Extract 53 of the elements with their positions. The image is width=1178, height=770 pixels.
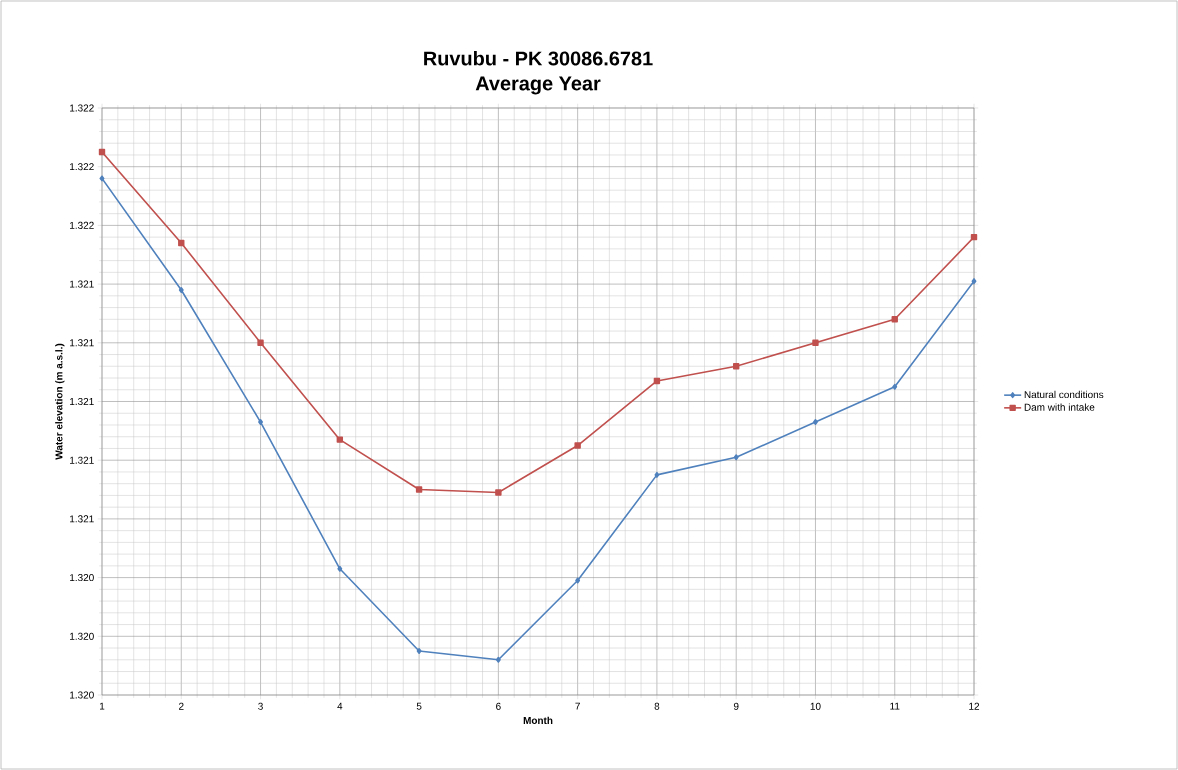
point — [415, 486, 423, 493]
legend-label: Natural conditions — [1024, 390, 1104, 399]
point — [99, 175, 105, 182]
y-tick-label: 1.321 — [70, 397, 94, 406]
chart-title: Ruvubu - PK 30086.6781 — [424, 50, 653, 66]
point — [654, 471, 660, 478]
x-tick-label: 11 — [890, 702, 900, 710]
point — [336, 436, 344, 443]
x-tick-label: 8 — [654, 702, 660, 710]
point — [575, 577, 581, 584]
point — [337, 565, 343, 572]
point — [813, 419, 818, 426]
point — [732, 363, 740, 370]
x-tick-label: 2 — [179, 702, 184, 710]
point — [416, 647, 422, 654]
point — [970, 233, 978, 241]
point — [258, 419, 263, 426]
chart-subtitle: Average Year — [475, 76, 601, 95]
x-tick-label: 12 — [969, 702, 980, 710]
y-tick-label: 1.321 — [70, 280, 94, 288]
x-tick-label: 7 — [575, 702, 580, 710]
y-tick-label: 1.321 — [70, 515, 94, 523]
x-tick-label: 10 — [810, 702, 821, 710]
x-tick-label: 5 — [416, 702, 422, 710]
y-tick-label: 1.320 — [70, 632, 94, 640]
x-axis-title: Month — [523, 716, 553, 724]
point — [653, 377, 661, 385]
point — [733, 454, 739, 461]
x-tick-label: 3 — [258, 702, 263, 710]
point — [495, 489, 502, 496]
y-tick-label: 1.321 — [70, 339, 94, 347]
point — [98, 148, 106, 156]
x-tick-label: 1 — [100, 702, 105, 710]
legend-label: Dam with intake — [1024, 403, 1095, 411]
point — [495, 656, 501, 663]
y-tick-label: 1.320 — [70, 691, 94, 699]
y-tick-label: 1.320 — [70, 574, 94, 582]
y-tick-label: 1.322 — [70, 163, 94, 171]
point — [178, 239, 185, 247]
x-tick-label: 6 — [496, 702, 501, 710]
point — [257, 339, 264, 346]
y-tick-label: 1.321 — [70, 456, 94, 464]
point — [971, 278, 977, 285]
x-tick-label: 9 — [733, 702, 739, 710]
point — [891, 316, 898, 323]
y-tick-label: 1.322 — [70, 221, 94, 229]
y-axis-title: Water elevation (m a.s.l.) — [55, 343, 65, 460]
y-tick-label: 1.322 — [70, 104, 94, 112]
point — [178, 286, 184, 293]
point — [574, 442, 581, 449]
x-tick-label: 4 — [337, 702, 343, 710]
point — [812, 339, 819, 346]
point — [892, 383, 898, 390]
